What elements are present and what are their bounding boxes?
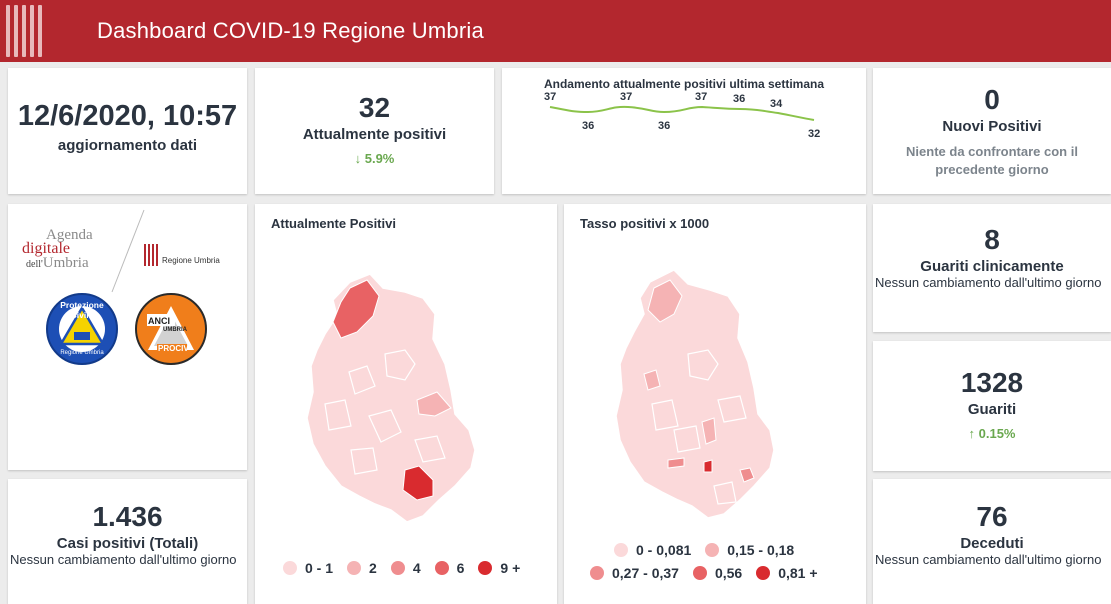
map-region xyxy=(416,391,452,417)
page-title: Dashboard COVID-19 Regione Umbria xyxy=(97,18,484,43)
anci-prociv-label: PROCIV xyxy=(158,344,189,353)
trend-title: Andamento attualmente positivi ultima se… xyxy=(543,77,825,91)
trend-label: 36 xyxy=(658,120,671,132)
legend-item: 0,27 - 0,37 xyxy=(590,565,679,581)
protezione-civile-logo-icon xyxy=(46,293,118,365)
map-region xyxy=(667,457,685,469)
map-active-title: Attualmente Positivi xyxy=(271,216,396,231)
map-region xyxy=(703,459,713,473)
logos-card: Agenda digitale dell'Umbria Regione Umbr xyxy=(8,204,247,470)
map-region xyxy=(739,467,755,483)
legend-dot xyxy=(283,561,297,575)
legend-item: 6 xyxy=(434,560,464,576)
trend-label: 37 xyxy=(544,91,557,103)
deaths-label: Deceduti xyxy=(960,535,1024,552)
healed-label: Guariti xyxy=(967,401,1017,418)
map-rate-title: Tasso positivi x 1000 xyxy=(580,216,710,231)
map-region xyxy=(332,279,380,339)
healed-clinically-value: 8 xyxy=(984,224,1000,255)
legend-item: 2 xyxy=(347,560,377,576)
legend-dot xyxy=(756,566,771,580)
update-label: aggiornamento dati xyxy=(57,137,198,154)
legend-item: 0 - 0,081 xyxy=(614,542,691,558)
active-positives-card: 32 Attualmente positivi ↓ 5.9% xyxy=(255,68,494,194)
trend-card: Andamento attualmente positivi ultima se… xyxy=(502,68,866,194)
legend-dot xyxy=(434,561,449,575)
legend-dot xyxy=(478,561,493,575)
legend-dot xyxy=(590,566,604,580)
new-positives-label: Nuovi Positivi xyxy=(942,118,1042,135)
update-card: 12/6/2020, 10:57 aggiornamento dati xyxy=(8,68,247,194)
legend-dot xyxy=(347,561,362,575)
app-header: Dashboard COVID-19 Regione Umbria xyxy=(0,0,1111,62)
new-positives-value: 0 xyxy=(984,84,1000,115)
total-cases-value: 1.436 xyxy=(92,501,163,532)
map-rate-card: Tasso positivi x 1000 0 - 0,081 0,15 - 0… xyxy=(564,204,866,604)
healed-clinically-label: Guariti clinicamente xyxy=(920,258,1064,275)
map-region xyxy=(643,369,661,391)
legend-item: 4 xyxy=(390,560,421,576)
legend-item: 9 + xyxy=(478,560,520,576)
trend-label: 37 xyxy=(695,91,708,103)
anci-prociv-logo-icon xyxy=(135,293,207,365)
active-positives-value: 32 xyxy=(358,92,391,123)
legend-item: 0 - 1 xyxy=(283,560,333,576)
legend-dot xyxy=(692,566,707,580)
legend-dot xyxy=(390,561,405,575)
legend-dot xyxy=(614,543,628,557)
trend-label: 37 xyxy=(620,91,633,103)
umbria-region-shape xyxy=(306,273,476,523)
active-positives-label: Attualmente positivi xyxy=(302,126,447,143)
trend-label: 36 xyxy=(733,93,746,105)
map-active-legend: 0 - 1 2 4 6 9 + xyxy=(283,560,534,576)
healed-value: 1328 xyxy=(960,367,1024,398)
new-positives-card: 0 Nuovi Positivi Niente da confrontare c… xyxy=(873,68,1111,194)
regione-umbria-mark-icon xyxy=(144,244,158,266)
deaths-value: 76 xyxy=(976,501,1008,532)
map-rate-legend-row-2: 0,27 - 0,37 0,56 0,81 + xyxy=(590,565,832,581)
map-region xyxy=(402,465,434,501)
trend-line xyxy=(549,105,815,121)
trend-sparkline xyxy=(549,105,815,121)
active-positives-delta: ↓ 5.9% xyxy=(354,151,395,166)
trend-label: 34 xyxy=(770,98,783,110)
map-municipal-borders xyxy=(324,349,446,475)
map-active-card: Attualmente Positivi 0 - 1 2 4 6 9 + xyxy=(255,204,557,604)
arrow-down-icon: ↓ xyxy=(354,151,362,166)
healed-clinically-card: 8 Guariti clinicamente Nessun cambiament… xyxy=(873,204,1111,332)
regione-umbria-logo-icon xyxy=(6,5,42,57)
total-cases-card: 1.436 Casi positivi (Totali) Nessun camb… xyxy=(8,479,247,604)
map-municipal-borders xyxy=(651,349,747,505)
map-rate-legend-row-1: 0 - 0,081 0,15 - 0,18 xyxy=(614,542,808,558)
healed-card: 1328 Guariti ↑ 0.15% xyxy=(873,341,1111,471)
protezione-civile-sub: Regione Umbria xyxy=(60,350,104,356)
legend-item: 0,56 xyxy=(692,565,742,581)
regione-umbria-label: Regione Umbria xyxy=(162,256,220,265)
umbria-region-shape xyxy=(615,269,775,519)
agenda-digitale-logo: Agenda digitale dell'Umbria xyxy=(22,227,93,271)
map-region xyxy=(647,279,683,323)
map-region xyxy=(701,417,717,445)
healed-clinically-note: Nessun cambiamento dall'ultimo giorno xyxy=(875,275,1102,290)
total-cases-note: Nessun cambiamento dall'ultimo giorno xyxy=(10,552,237,567)
total-cases-label: Casi positivi (Totali) xyxy=(56,535,199,552)
trend-label: 36 xyxy=(582,120,595,132)
legend-dot xyxy=(705,543,720,557)
deaths-note: Nessun cambiamento dall'ultimo giorno xyxy=(875,552,1102,567)
arrow-up-icon: ↑ xyxy=(968,426,976,441)
logos-graphics xyxy=(46,209,207,365)
healed-delta: ↑ 0.15% xyxy=(968,426,1016,441)
protezione-civile-label: Protezione Civile xyxy=(60,300,104,320)
legend-item: 0,81 + xyxy=(756,565,818,581)
umbria-map-rate xyxy=(615,269,775,519)
trend-label: 32 xyxy=(808,128,821,140)
update-datetime: 12/6/2020, 10:57 xyxy=(17,100,238,132)
deaths-card: 76 Deceduti Nessun cambiamento dall'ulti… xyxy=(873,479,1111,604)
legend-item: 0,15 - 0,18 xyxy=(705,542,794,558)
anci-label: ANCI xyxy=(148,316,170,326)
anci-umbria-label: UMBRIA xyxy=(163,327,187,333)
new-positives-note: Niente da confrontare con il precedente … xyxy=(906,144,1078,177)
umbria-map-active xyxy=(306,273,476,523)
